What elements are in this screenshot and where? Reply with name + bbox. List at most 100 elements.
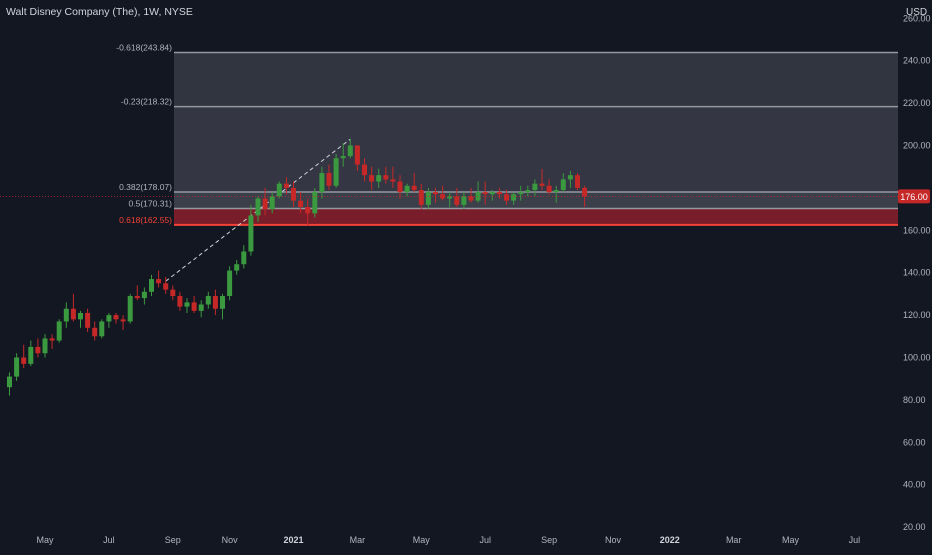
x-tick-label: Mar: [726, 535, 742, 545]
candle-body: [106, 315, 112, 322]
candle-body: [134, 296, 140, 299]
x-tick-label: Jul: [103, 535, 115, 545]
candle-body: [447, 196, 453, 199]
candle-body: [120, 319, 126, 322]
candle-body: [397, 181, 403, 193]
candle-body: [63, 308, 69, 322]
x-tick-label: Jul: [479, 535, 491, 545]
candle-body: [198, 304, 204, 311]
candle-body: [425, 192, 431, 205]
candle-body: [489, 192, 495, 195]
fib-golden-zone: [174, 208, 898, 225]
y-tick-label: 20.00: [903, 522, 926, 532]
x-tick-label: Sep: [165, 535, 181, 545]
candle-body: [291, 187, 296, 201]
candle-body: [85, 312, 91, 328]
candle-body: [212, 296, 218, 309]
candle-body: [298, 200, 304, 207]
candle-body: [390, 179, 396, 182]
candle-body: [418, 190, 424, 205]
candle-body: [333, 158, 339, 186]
candle-body: [504, 194, 509, 201]
candle-body: [255, 198, 261, 216]
time-axis[interactable]: May Jul Sep Nov 2021 Mar May Jul Sep Nov 2022 Mar Ma…: [36, 535, 860, 545]
y-tick-label: 140.00: [903, 268, 931, 278]
candle-body: [440, 194, 446, 199]
candle-body: [283, 183, 289, 188]
candle-body: [205, 296, 211, 305]
candle-body: [78, 312, 83, 320]
trend-line-group: [165, 138, 351, 282]
candle-body: [241, 251, 247, 265]
candle-body: [177, 296, 183, 307]
fib-zone-382-500: [174, 191, 898, 209]
candle-body: [475, 192, 481, 201]
candle-body: [511, 194, 517, 201]
candle-body: [468, 196, 474, 201]
candle-body: [21, 357, 27, 364]
x-tick-label: 2022: [660, 535, 680, 545]
candle-body: [14, 357, 20, 377]
candle-body: [234, 264, 240, 271]
current-price-line: 176.00: [0, 189, 930, 204]
candle-body: [454, 196, 460, 205]
fib-label: 0.5(170.31): [129, 198, 173, 208]
candle-body: [532, 183, 538, 191]
candle-body: [575, 175, 580, 188]
candle-body: [141, 291, 147, 299]
price-axis[interactable]: 20.00 40.00 60.00 80.00 100.00 120.00 140.00 16…: [903, 13, 931, 532]
fib-label: 0.382(178.07): [119, 182, 172, 192]
candle-body: [28, 346, 34, 364]
candle-body: [354, 145, 360, 165]
candle-body: [411, 185, 417, 191]
candle-body: [482, 192, 488, 195]
fib-levels: -0.618(243.84) -0.23(218.32) 0.382(178.07)…: [116, 43, 898, 226]
candle-body: [42, 338, 48, 354]
y-tick-label: 160.00: [903, 225, 931, 235]
fib-zone-middle: [174, 106, 898, 192]
candle-body: [383, 175, 389, 180]
y-tick-label: 200.00: [903, 141, 931, 151]
current-price-tag: [898, 189, 930, 204]
candle-body: [496, 192, 502, 195]
x-tick-label: Jul: [849, 535, 861, 545]
candle-body: [7, 376, 12, 388]
candle-body: [127, 296, 133, 322]
x-tick-label: May: [36, 535, 54, 545]
candle-body: [546, 185, 552, 193]
x-tick-label: May: [782, 535, 800, 545]
candle-body: [376, 175, 382, 182]
candle-body: [518, 192, 524, 195]
candle-body: [560, 179, 566, 191]
fib-zones: [174, 52, 898, 225]
candle-body: [70, 308, 76, 320]
x-tick-label: Nov: [222, 535, 239, 545]
candle-body: [113, 315, 119, 320]
candle-body: [326, 173, 332, 186]
trend-line: [165, 138, 351, 282]
x-tick-label: May: [413, 535, 431, 545]
fib-label: -0.618(243.84): [116, 43, 172, 53]
candle-body: [461, 196, 467, 205]
candle-body: [369, 175, 375, 182]
fib-zone-upper: [174, 52, 898, 107]
candle-body: [184, 302, 190, 307]
candle-body: [404, 185, 410, 193]
candle-body: [567, 175, 573, 180]
candle-body: [191, 302, 197, 311]
candle-body: [525, 190, 531, 193]
y-tick-label: 80.00: [903, 395, 926, 405]
currency-label: USD: [906, 7, 927, 18]
candle-body: [340, 156, 346, 159]
y-tick-label: 60.00: [903, 437, 926, 447]
candle-body: [35, 346, 41, 354]
candle-body: [220, 296, 225, 309]
candle-body: [276, 183, 282, 197]
x-tick-label: Sep: [541, 535, 557, 545]
candle-body: [92, 327, 98, 337]
candle-body: [227, 270, 233, 297]
candle-body: [49, 338, 55, 341]
candle-body: [582, 187, 588, 197]
candle-body: [163, 283, 169, 290]
